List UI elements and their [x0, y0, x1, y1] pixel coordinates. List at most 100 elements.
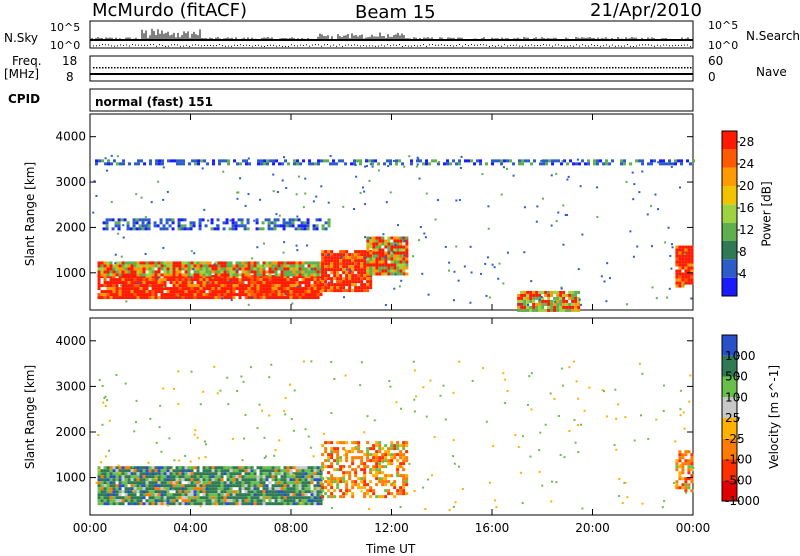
heatmap-cell	[274, 264, 278, 268]
heatmap-cell	[336, 459, 340, 463]
heatmap-cell	[217, 469, 221, 473]
heatmap-cell	[292, 287, 296, 291]
heatmap-cell	[139, 472, 143, 476]
nsearch-dot	[570, 45, 571, 47]
heatmap-cell	[253, 275, 257, 279]
heatmap-cell	[226, 502, 230, 506]
nave-dot	[450, 67, 452, 69]
heatmap-cell	[109, 281, 113, 285]
heatmap-cell	[133, 296, 137, 300]
heatmap-cell	[133, 273, 137, 277]
heatmap-cell	[678, 471, 682, 475]
scatter-echo	[268, 414, 271, 417]
heatmap-cell	[205, 284, 209, 288]
scatter-echo	[502, 166, 505, 169]
heatmap-cell	[176, 159, 180, 163]
heatmap-cell	[121, 270, 125, 274]
heatmap-cell	[208, 481, 212, 485]
nsearch-dot	[93, 45, 94, 47]
nave-dot	[123, 67, 125, 69]
heatmap-cell	[214, 261, 218, 265]
nave-dot	[405, 67, 407, 69]
heatmap-cell	[363, 495, 367, 499]
x-tick-label: 12:00	[374, 521, 409, 535]
heatmap-cell	[154, 499, 158, 503]
scatter-echo	[536, 205, 539, 208]
heatmap-cell	[171, 218, 175, 222]
heatmap-cell	[177, 227, 181, 231]
heatmap-cell	[208, 487, 212, 491]
heatmap-cell	[231, 221, 235, 225]
heatmap-cell	[214, 502, 218, 506]
heatmap-cell	[324, 441, 328, 445]
heatmap-cell	[172, 290, 176, 294]
heatmap-cell	[199, 275, 203, 279]
scatter-echo	[526, 403, 529, 406]
heatmap-cell	[292, 270, 296, 274]
heatmap-cell	[205, 478, 209, 482]
heatmap-cell	[342, 268, 346, 272]
heatmap-cell	[675, 272, 679, 276]
nsearch-dot	[546, 44, 547, 46]
heatmap-cell	[143, 162, 147, 166]
heatmap-cell	[175, 270, 179, 274]
heatmap-cell	[217, 287, 221, 291]
heatmap-cell	[319, 502, 323, 506]
scatter-echo	[389, 385, 392, 388]
scatter-echo	[413, 410, 416, 413]
nsearch-dot	[510, 44, 511, 46]
heatmap-cell	[378, 480, 382, 484]
heatmap-cell	[160, 469, 164, 473]
heatmap-cell	[678, 260, 682, 264]
scatter-echo	[680, 389, 683, 392]
colorbar-tick-label: 25	[725, 411, 740, 425]
nave-dot	[411, 67, 413, 69]
scatter-echo	[629, 230, 632, 233]
heatmap-cell	[292, 496, 296, 500]
heatmap-cell	[163, 284, 167, 288]
heatmap-cell	[390, 266, 394, 270]
nsearch-dot	[582, 44, 583, 46]
heatmap-cell	[336, 289, 340, 293]
scatter-echo	[342, 205, 345, 208]
heatmap-cell	[184, 499, 188, 503]
heatmap-cell	[675, 465, 679, 469]
heatmap-cell	[232, 493, 236, 497]
heatmap-cell	[297, 224, 301, 228]
heatmap-cell	[295, 287, 299, 291]
heatmap-cell	[97, 284, 101, 288]
heatmap-cell	[214, 490, 218, 494]
heatmap-cell	[205, 502, 209, 506]
heatmap-cell	[577, 296, 581, 300]
nave-dot	[423, 67, 425, 69]
heatmap-cell	[163, 264, 167, 268]
heatmap-cell	[103, 502, 107, 506]
scatter-echo	[104, 157, 107, 160]
nsearch-dot	[627, 44, 628, 46]
heatmap-cell	[214, 278, 218, 282]
heatmap-cell	[298, 481, 302, 485]
heatmap-cell	[165, 218, 169, 222]
scatter-echo	[434, 218, 437, 221]
nsearch-dot	[180, 45, 181, 47]
heatmap-cell	[202, 273, 206, 277]
heatmap-cell	[271, 261, 275, 265]
scatter-echo	[364, 236, 367, 239]
heatmap-cell	[329, 162, 333, 166]
heatmap-cell	[399, 245, 403, 249]
heatmap-cell	[118, 273, 122, 277]
scatter-echo	[455, 245, 458, 248]
heatmap-cell	[220, 261, 224, 265]
heatmap-cell	[247, 469, 251, 473]
heatmap-cell	[256, 270, 260, 274]
scatter-echo	[194, 429, 197, 432]
heatmap-cell	[151, 466, 155, 470]
heatmap-cell	[115, 261, 119, 265]
heatmap-cell	[313, 499, 317, 503]
heatmap-cell	[250, 493, 254, 497]
heatmap-cell	[321, 268, 325, 272]
heatmap-cell	[205, 273, 209, 277]
scatter-echo	[242, 281, 245, 284]
heatmap-cell	[166, 275, 170, 279]
heatmap-cell	[220, 290, 224, 294]
